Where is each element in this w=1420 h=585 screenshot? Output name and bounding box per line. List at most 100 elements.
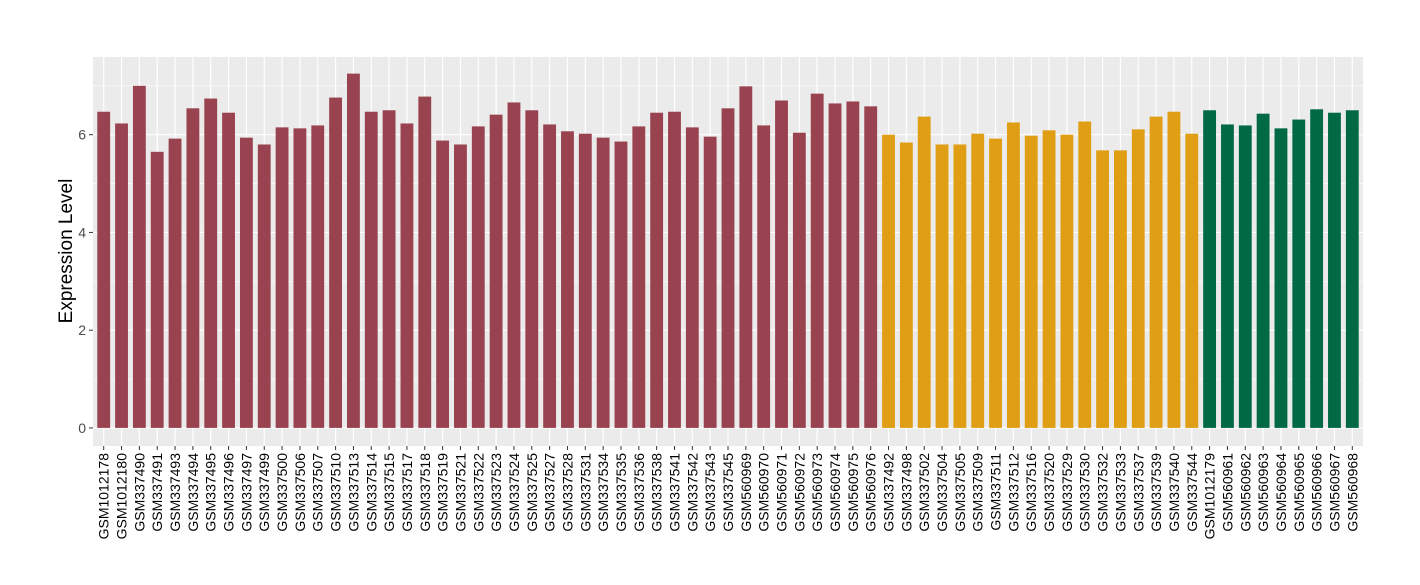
x-tick-label: GSM337494 (185, 453, 201, 532)
bar-GSM560966 (1310, 109, 1324, 428)
bar-GSM337520 (1042, 130, 1056, 428)
bar-GSM337496 (222, 112, 235, 428)
x-tick-label: GSM337545 (720, 453, 736, 532)
bar-GSM560969 (739, 86, 753, 428)
bar-GSM337502 (917, 116, 931, 428)
x-tick-label: GSM560962 (1237, 453, 1253, 532)
x-tick-label: GSM337509 (970, 453, 986, 532)
bar-GSM337505 (953, 144, 967, 428)
bar-GSM560962 (1238, 125, 1252, 428)
x-tick-label: GSM337490 (131, 453, 147, 532)
x-tick-label: GSM337517 (399, 453, 415, 532)
x-tick-label: GSM337527 (542, 453, 558, 532)
x-tick-label: GSM560970 (756, 453, 772, 532)
bar-GSM337492 (882, 134, 895, 428)
x-tick-label: GSM337499 (256, 453, 272, 532)
bar-GSM337495 (204, 98, 218, 428)
x-tick-label: GSM337542 (684, 453, 700, 532)
bar-GSM337507 (311, 125, 325, 428)
bar-GSM337531 (578, 133, 592, 428)
bar-GSM337543 (703, 136, 717, 428)
bar-GSM560970 (757, 125, 771, 428)
x-tick-label: GSM560974 (827, 453, 843, 532)
x-tick-label: GSM560965 (1291, 453, 1307, 532)
x-tick-label: GSM337533 (1112, 453, 1128, 532)
x-tick-label: GSM337495 (203, 453, 219, 532)
x-tick-label: GSM337522 (470, 453, 486, 532)
x-tick-label: GSM560963 (1255, 453, 1271, 532)
bar-GSM337535 (614, 141, 628, 428)
x-tick-label: GSM337521 (452, 453, 468, 532)
bar-GSM337544 (1185, 133, 1199, 428)
bar-GSM337519 (436, 140, 450, 428)
x-tick-label: GSM337544 (1184, 453, 1200, 532)
bar-GSM337504 (935, 144, 949, 428)
x-tick-label: GSM337540 (1166, 453, 1182, 532)
x-tick-label: GSM560969 (738, 453, 754, 532)
bar-GSM337491 (150, 151, 164, 428)
y-tick-label: 6 (78, 127, 86, 143)
bar-GSM560972 (792, 132, 806, 428)
bar-GSM337524 (507, 102, 521, 428)
bar-GSM337499 (257, 144, 271, 428)
x-tick-label: GSM337523 (488, 453, 504, 532)
bar-GSM337512 (1006, 122, 1020, 428)
bar-GSM560967 (1328, 112, 1341, 428)
bar-GSM337528 (561, 131, 574, 428)
x-tick-label: GSM337543 (702, 453, 718, 532)
x-tick-label: GSM337491 (149, 453, 165, 532)
x-tick-label: GSM337505 (952, 453, 968, 532)
y-tick-label: 4 (78, 224, 86, 240)
x-tick-label: GSM337516 (1023, 453, 1039, 532)
bar-GSM337522 (471, 126, 485, 428)
bar-GSM337506 (293, 128, 307, 428)
bar-GSM1012178 (97, 111, 111, 428)
bar-GSM337525 (525, 110, 539, 428)
bar-GSM560976 (864, 106, 878, 428)
x-tick-label: GSM337498 (898, 453, 914, 532)
bar-GSM337529 (1060, 134, 1074, 428)
x-tick-label: GSM560967 (1326, 453, 1342, 532)
bar-GSM560968 (1345, 110, 1359, 428)
bar-GSM337493 (168, 138, 182, 428)
x-tick-label: GSM560972 (791, 453, 807, 532)
x-tick-label: GSM337537 (1130, 453, 1146, 532)
x-tick-label: GSM337515 (381, 453, 397, 532)
y-tick-label: 0 (78, 420, 86, 436)
x-tick-label: GSM1012178 (96, 453, 112, 540)
x-tick-label: GSM337535 (613, 453, 629, 532)
bar-GSM560975 (846, 101, 860, 428)
bar-GSM1012180 (115, 123, 128, 428)
x-tick-label: GSM560968 (1344, 453, 1360, 532)
y-axis-label: Expression Level (56, 179, 77, 324)
x-tick-label: GSM337513 (345, 453, 361, 532)
bar-GSM560965 (1292, 119, 1306, 428)
bar-GSM337539 (1149, 116, 1163, 428)
bar-GSM337530 (1078, 121, 1092, 428)
bar-GSM337494 (186, 108, 200, 428)
bar-GSM337490 (132, 85, 146, 428)
x-tick-label: GSM560971 (774, 453, 790, 532)
y-tick-label: 2 (78, 322, 86, 338)
bar-GSM560974 (828, 103, 842, 428)
bar-GSM337537 (1131, 129, 1145, 428)
x-tick-label: GSM337518 (417, 453, 433, 532)
x-tick-label: GSM337507 (310, 453, 326, 532)
x-tick-label: GSM337512 (1005, 453, 1021, 532)
x-tick-label: GSM560966 (1309, 453, 1325, 532)
bar-GSM337533 (1113, 150, 1127, 428)
x-tick-label: GSM337520 (1041, 453, 1057, 532)
x-tick-label: GSM337504 (934, 453, 950, 532)
x-tick-label: GSM560961 (1219, 453, 1235, 532)
bar-GSM337515 (382, 110, 396, 428)
x-tick-label: GSM337514 (363, 453, 379, 532)
bar-GSM337527 (543, 124, 557, 428)
bar-GSM337511 (989, 138, 1002, 428)
bar-GSM337545 (721, 108, 735, 428)
bar-GSM337536 (632, 126, 646, 428)
bar-GSM337532 (1096, 150, 1109, 428)
x-tick-label: GSM337519 (435, 453, 451, 532)
bar-GSM337534 (596, 137, 610, 428)
